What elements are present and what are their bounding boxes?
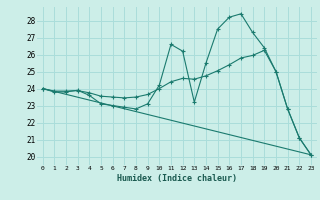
X-axis label: Humidex (Indice chaleur): Humidex (Indice chaleur) [117,174,237,183]
